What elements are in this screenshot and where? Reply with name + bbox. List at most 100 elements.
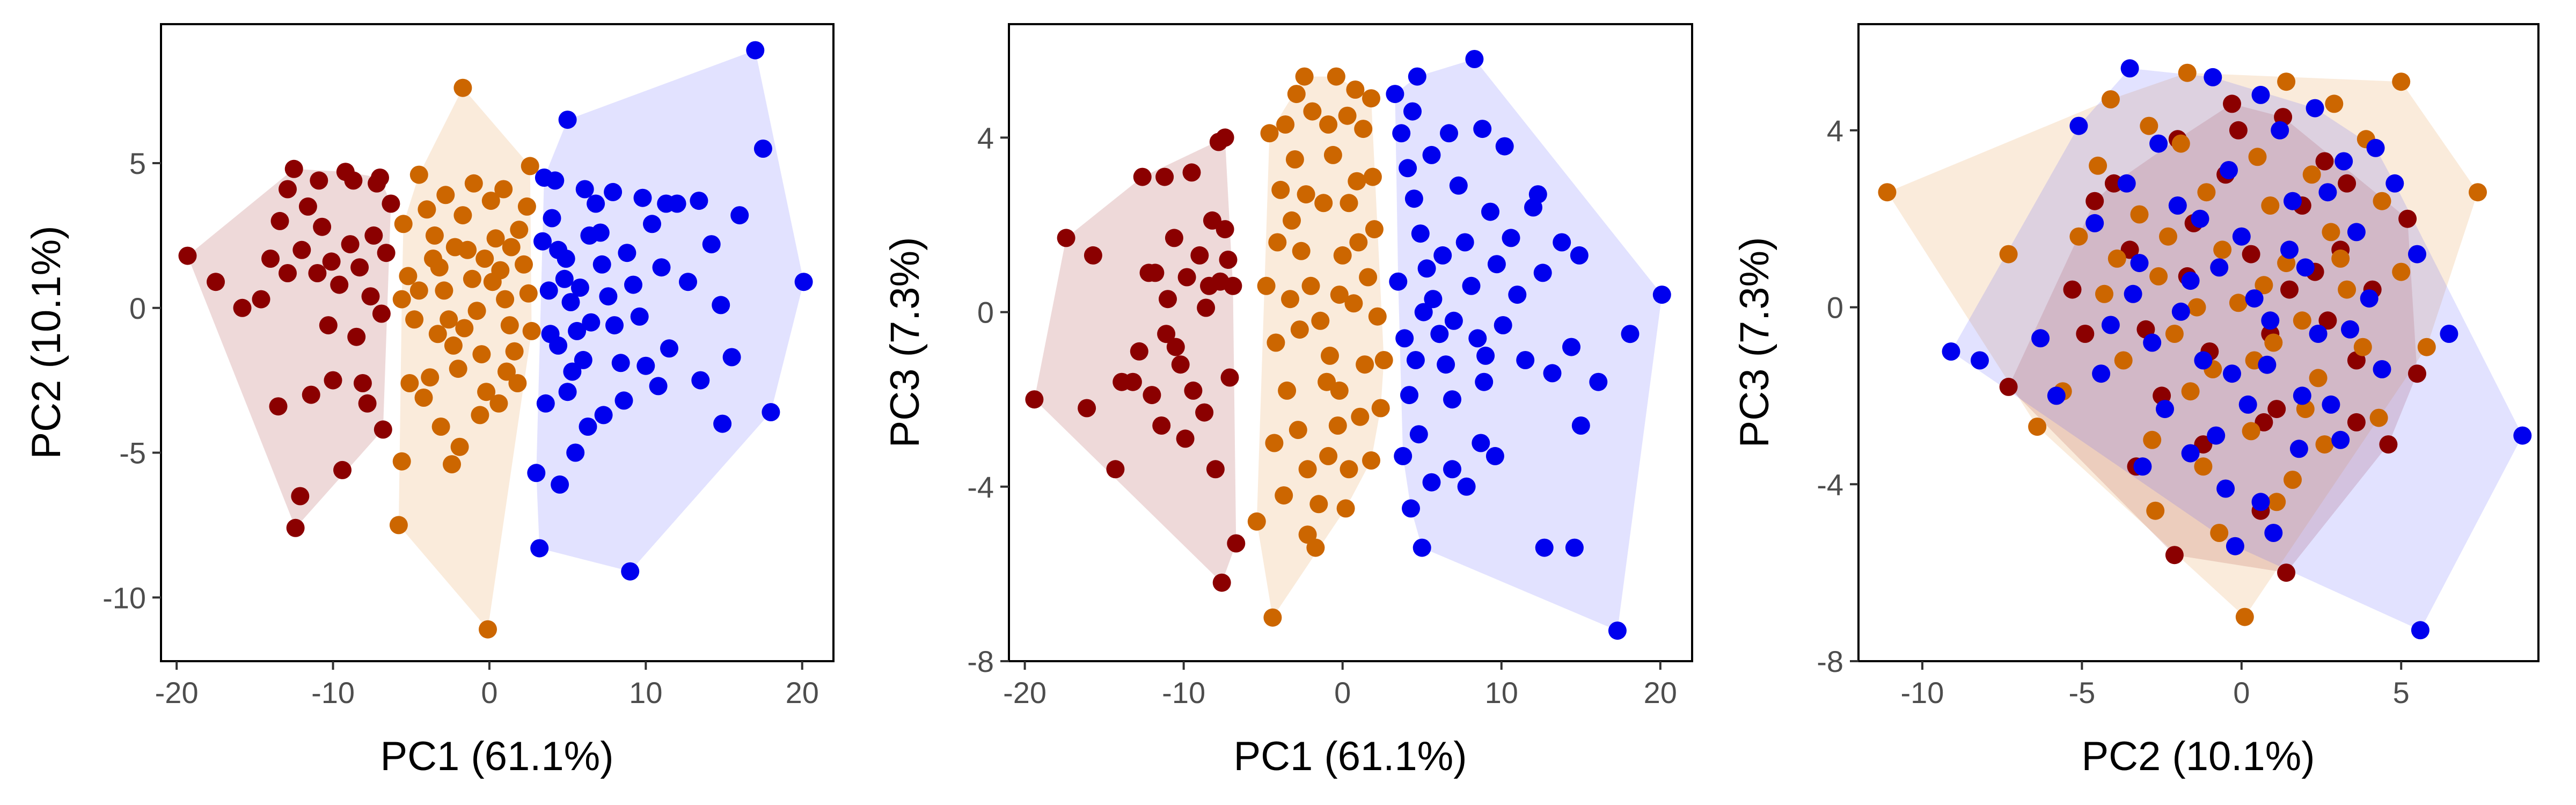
- point-group-b: [1298, 460, 1317, 479]
- y-tick-label: -5: [119, 436, 146, 470]
- point-group-b: [1257, 276, 1276, 295]
- point-group-c: [713, 414, 732, 433]
- point-group-c: [1565, 538, 1584, 557]
- point-group-c: [2232, 227, 2251, 246]
- point-group-b: [2293, 311, 2311, 330]
- point-group-b: [489, 394, 508, 413]
- point-group-b: [2101, 90, 2120, 109]
- point-group-c: [1395, 329, 1414, 348]
- point-group-b: [2194, 457, 2213, 476]
- point-group-b: [1338, 106, 1357, 125]
- x-tick-label: -10: [311, 676, 355, 709]
- x-tick-label: 10: [629, 676, 662, 709]
- point-group-c: [605, 316, 624, 335]
- point-group-b: [464, 174, 483, 193]
- point-group-b: [1344, 294, 1363, 313]
- point-group-a: [279, 180, 297, 199]
- x-tick-label: -5: [2068, 676, 2095, 709]
- point-group-b: [2149, 267, 2168, 286]
- point-group-b: [1276, 115, 1295, 134]
- y-tick-label: 0: [977, 296, 994, 330]
- y-axis-title: PC2 (10.1%): [24, 225, 69, 459]
- point-group-c: [1516, 351, 1535, 369]
- point-group-a: [358, 394, 377, 413]
- point-group-c: [2085, 214, 2104, 232]
- point-group-c: [2513, 426, 2532, 445]
- point-group-b: [2140, 116, 2158, 135]
- point-group-b: [1289, 421, 1307, 440]
- point-group-a: [291, 487, 310, 506]
- point-group-b: [2325, 94, 2344, 113]
- point-group-c: [649, 377, 668, 396]
- point-layer: [1878, 59, 2532, 640]
- axis-layer: -10 -5 0 5 -8 -4 0 4: [1817, 114, 2410, 709]
- panel-2: -20 -10 0 10 20 -8 -4 0 4 PC1 (61.1%) PC3 (7.3%): [882, 23, 1693, 779]
- axis-layer: -20 -10 0 10 20 -8 -4 0 4: [967, 121, 1677, 709]
- point-group-c: [2411, 621, 2429, 640]
- point-group-c: [2334, 152, 2353, 171]
- hull-group-a: [1034, 137, 1236, 583]
- point-group-b: [1314, 194, 1333, 213]
- x-tick-label: 0: [2233, 676, 2250, 709]
- point-group-b: [2143, 430, 2162, 449]
- point-group-c: [1386, 85, 1404, 104]
- point-group-a: [361, 287, 380, 306]
- point-group-b: [1340, 194, 1358, 213]
- point-group-b: [2028, 418, 2047, 436]
- point-group-a: [364, 226, 383, 245]
- point-group-b: [1374, 351, 1393, 369]
- x-tick-label: -20: [1003, 676, 1046, 709]
- point-group-b: [502, 238, 521, 257]
- hull-group-b: [398, 87, 532, 630]
- point-group-a: [2242, 245, 2260, 264]
- point-group-b: [1281, 290, 1299, 309]
- point-group-b: [2069, 227, 2088, 246]
- point-group-b: [389, 516, 408, 535]
- point-group-b: [481, 192, 500, 210]
- point-group-b: [2277, 72, 2296, 91]
- point-group-c: [2133, 457, 2152, 476]
- point-group-c: [1494, 316, 1512, 334]
- hull-layer: [187, 50, 804, 630]
- point-group-b: [445, 238, 464, 257]
- point-group-c: [1571, 416, 1590, 435]
- point-group-b: [455, 319, 474, 338]
- point-group-b: [394, 215, 413, 233]
- point-group-c: [730, 206, 749, 225]
- point-group-c: [1528, 185, 1547, 204]
- point-group-c: [614, 391, 633, 410]
- point-group-b: [2235, 608, 2254, 626]
- point-group-b: [2264, 333, 2283, 352]
- point-group-a: [1123, 372, 1142, 391]
- point-group-a: [1177, 268, 1196, 287]
- point-group-a: [1197, 298, 1216, 317]
- point-group-c: [587, 194, 605, 213]
- point-group-c: [746, 41, 765, 60]
- point-group-a: [1157, 325, 1176, 343]
- point-group-b: [2229, 294, 2248, 312]
- point-group-c: [2331, 430, 2350, 449]
- point-group-b: [2181, 382, 2200, 401]
- point-group-c: [1535, 538, 1554, 557]
- point-group-a: [2229, 121, 2248, 140]
- point-group-b: [2315, 435, 2334, 454]
- point-group-b: [1340, 460, 1358, 479]
- y-tick-label: -10: [103, 581, 146, 614]
- point-group-b: [472, 345, 491, 364]
- point-group-a: [1216, 128, 1234, 147]
- point-group-b: [1260, 124, 1279, 143]
- point-group-a: [371, 169, 389, 187]
- point-group-b: [2469, 183, 2487, 202]
- point-group-c: [2216, 479, 2235, 498]
- point-group-b: [2392, 262, 2411, 281]
- x-tick-label: 0: [1334, 676, 1351, 709]
- point-group-c: [2296, 258, 2315, 277]
- point-group-a: [2063, 280, 2082, 299]
- point-group-a: [324, 371, 342, 390]
- point-group-a: [1084, 246, 1102, 265]
- point-group-a: [1212, 573, 1231, 592]
- point-group-b: [2107, 249, 2126, 268]
- point-group-b: [515, 255, 533, 274]
- y-tick-label: -4: [1817, 467, 1843, 501]
- point-group-a: [1152, 416, 1171, 435]
